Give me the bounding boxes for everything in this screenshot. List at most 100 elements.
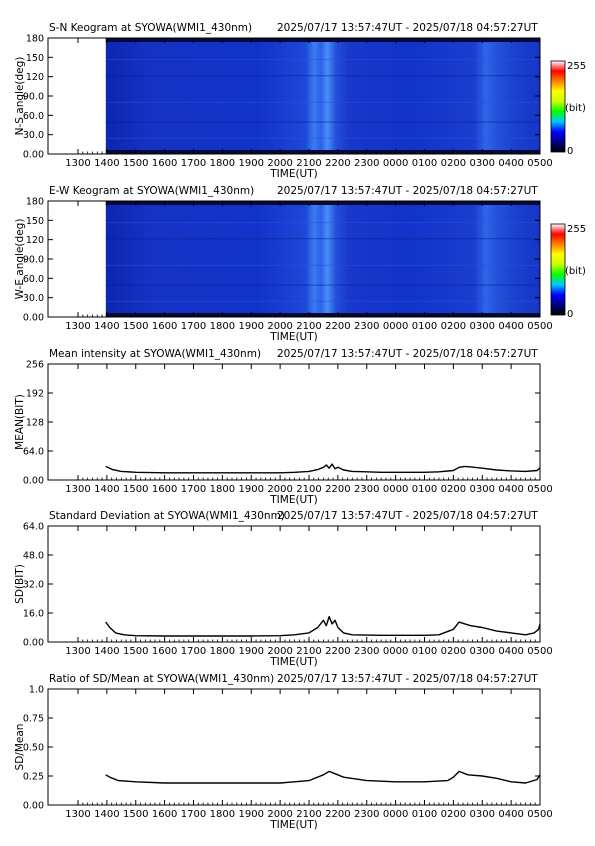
y-tick-label: 64.0 — [23, 522, 44, 533]
y-axis-label: SD(BIT) — [14, 564, 26, 604]
x-tick-label: 2200 — [325, 646, 350, 657]
x-tick-label: 0100 — [412, 484, 437, 495]
x-tick-label: 1800 — [210, 646, 235, 657]
y-tick-label: 0.00 — [23, 638, 44, 649]
colorbar — [550, 60, 566, 153]
panel-2: E-W Keogram at SYOWA(WMI1_430nm) 2025/07/… — [14, 185, 586, 343]
x-tick-label: 1300 — [65, 484, 90, 495]
x-tick-label: 0100 — [412, 158, 437, 169]
x-axis-label: TIME(UT) — [269, 819, 318, 831]
y-tick-label: 48.0 — [23, 551, 44, 562]
y-axis-label: W-E angle(deg) — [14, 219, 26, 300]
x-tick-label: 1600 — [152, 809, 177, 820]
x-tick-label: 1900 — [239, 646, 264, 657]
x-tick-label: 2000 — [267, 809, 292, 820]
plot-frame — [47, 363, 541, 481]
x-tick-label: 1600 — [152, 646, 177, 657]
x-tick-label: 2300 — [354, 646, 379, 657]
panel-title: Mean intensity at SYOWA(WMI1_430nm) — [49, 348, 261, 360]
x-tick-label: 0200 — [441, 646, 466, 657]
y-tick-label: 0.75 — [23, 714, 44, 725]
x-axis-label: TIME(UT) — [269, 168, 318, 180]
y-tick-label: 180 — [26, 34, 44, 45]
time-range-label: 2025/07/17 13:57:47UT - 2025/07/18 04:57… — [277, 510, 538, 522]
keogram-streak — [105, 101, 540, 103]
x-tick-label: 1400 — [94, 321, 119, 332]
y-tick-label: 0.00 — [23, 313, 44, 324]
x-tick-label: 0200 — [441, 321, 466, 332]
x-tick-label: 0400 — [498, 646, 523, 657]
keogram-horizon-bottom — [105, 150, 540, 154]
x-tick-label: 1500 — [123, 321, 148, 332]
y-tick-label: 120 — [26, 72, 44, 83]
x-tick-label: 1500 — [123, 158, 148, 169]
keogram-streak — [105, 284, 540, 286]
y-tick-label: 32.0 — [23, 580, 44, 591]
keogram-image — [105, 201, 540, 317]
x-tick-label: 0400 — [498, 321, 523, 332]
y-tick-label: 192 — [26, 389, 44, 400]
keogram-horizon-top — [105, 201, 540, 205]
data-line — [105, 615, 541, 637]
time-range-label: 2025/07/17 13:57:47UT - 2025/07/18 04:57… — [277, 185, 538, 197]
panel-title: S-N Keogram at SYOWA(WMI1_430nm) — [49, 22, 252, 34]
y-tick-label: 1.0 — [29, 685, 44, 696]
keogram-streak — [105, 221, 540, 224]
x-tick-label: 1400 — [94, 484, 119, 495]
x-tick-label: 1600 — [152, 321, 177, 332]
x-tick-label: 0300 — [470, 646, 495, 657]
x-tick-label: 1800 — [210, 321, 235, 332]
x-tick-label: 0100 — [412, 646, 437, 657]
time-range-label: 2025/07/17 13:57:47UT - 2025/07/18 04:57… — [277, 22, 538, 34]
time-range-label: 2025/07/17 13:57:47UT - 2025/07/18 04:57… — [277, 348, 538, 360]
x-tick-label: 1600 — [152, 484, 177, 495]
x-tick-label: 2300 — [354, 809, 379, 820]
colorbar-min-label: 0 — [567, 309, 573, 320]
x-tick-label: 2100 — [296, 321, 321, 332]
x-tick-label: 1900 — [239, 484, 264, 495]
y-tick-label: 0.00 — [23, 801, 44, 812]
x-tick-label: 1900 — [239, 809, 264, 820]
y-tick-label: 30.0 — [23, 293, 44, 304]
y-tick-label: 120 — [26, 235, 44, 246]
x-tick-label: 2000 — [267, 646, 292, 657]
x-tick-label: 2000 — [267, 484, 292, 495]
x-tick-label: 2100 — [296, 646, 321, 657]
x-tick-label: 0500 — [527, 158, 552, 169]
panel-1: S-N Keogram at SYOWA(WMI1_430nm) 2025/07/… — [14, 22, 586, 180]
x-tick-label: 2000 — [267, 321, 292, 332]
x-axis-label: TIME(UT) — [269, 494, 318, 506]
x-tick-label: 0000 — [383, 321, 408, 332]
x-tick-label: 0500 — [527, 484, 552, 495]
x-axis-label: TIME(UT) — [269, 331, 318, 343]
x-tick-label: 1500 — [123, 484, 148, 495]
keogram-horizon-top — [105, 38, 540, 42]
keogram-horizon-bottom — [105, 313, 540, 317]
x-tick-label: 0000 — [383, 646, 408, 657]
x-tick-label: 1900 — [239, 158, 264, 169]
x-tick-label: 2200 — [325, 158, 350, 169]
x-tick-label: 0400 — [498, 809, 523, 820]
colorbar — [550, 223, 566, 316]
keogram-streak — [105, 264, 540, 266]
x-tick-label: 0500 — [527, 809, 552, 820]
y-tick-label: 60.0 — [23, 111, 44, 122]
x-tick-label: 1400 — [94, 646, 119, 657]
x-tick-label: 1700 — [181, 484, 206, 495]
x-tick-label: 1700 — [181, 321, 206, 332]
data-line — [105, 463, 541, 474]
panel-5: Ratio of SD/Mean at SYOWA(WMI1_430nm) 202… — [14, 673, 553, 831]
keogram-streak — [105, 238, 540, 240]
x-tick-label: 1600 — [152, 158, 177, 169]
x-tick-label: 0200 — [441, 809, 466, 820]
x-tick-label: 0000 — [383, 484, 408, 495]
x-tick-label: 0400 — [498, 484, 523, 495]
x-tick-label: 0300 — [470, 158, 495, 169]
x-tick-label: 0500 — [527, 321, 552, 332]
x-tick-label: 0400 — [498, 158, 523, 169]
y-tick-label: 64.0 — [23, 447, 44, 458]
x-tick-label: 1800 — [210, 158, 235, 169]
x-tick-label: 1500 — [123, 646, 148, 657]
